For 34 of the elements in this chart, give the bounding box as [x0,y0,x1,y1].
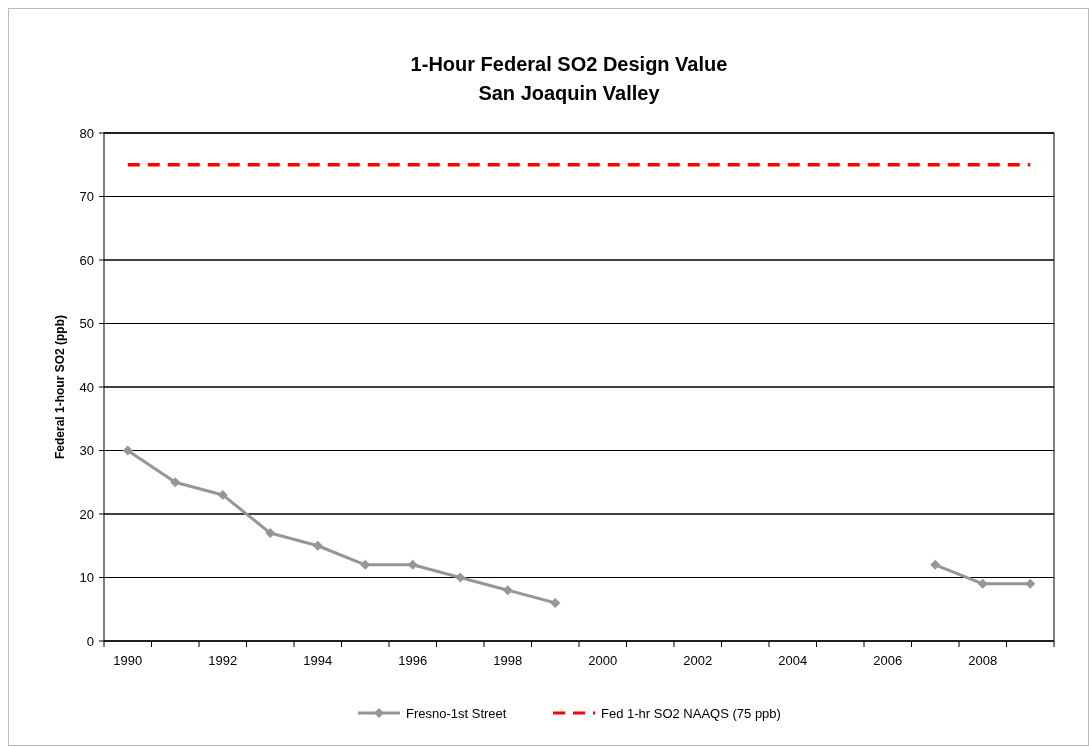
x-tick-label: 2002 [683,653,713,668]
y-tick-label: 20 [79,506,94,522]
point [550,597,561,608]
x-tick-label: 1994 [303,653,333,668]
point [502,585,513,596]
y-tick-label: 60 [79,252,94,268]
x-tick-label: 1992 [208,653,238,668]
x-tick-label: 1996 [398,653,428,668]
chart-title: 1-Hour Federal SO2 Design Value San Joaquin Valley [410,53,728,104]
point [1025,578,1036,589]
point [930,559,941,570]
point [977,578,988,589]
y-tick-label: 80 [79,125,94,141]
y-axis-title: Federal 1-hour SO2 (ppb) [53,314,67,460]
point [122,445,133,456]
y-tick-label: 50 [79,316,94,332]
x-tick-label: 2008 [968,653,998,668]
x-tick-label: 1990 [113,653,143,668]
point [312,540,323,551]
x-tick-label: 2006 [873,653,903,668]
point [455,572,466,583]
y-tick-label: 70 [79,189,94,205]
x-tick-label: 1998 [493,653,523,668]
point [170,477,181,488]
x-tick-label: 2000 [588,653,618,668]
x-tick-label: 2004 [778,653,808,668]
y-tick-label: 0 [86,633,94,649]
point [217,489,228,500]
y-tick-label: 40 [79,379,94,395]
legend-label: Fresno-1st Street [406,705,507,721]
legend-label: Fed 1-hr SO2 NAAQS (75 ppb) [601,705,781,721]
point [265,528,276,539]
y-tick-label: 10 [79,570,94,586]
y-tick-label: 30 [79,443,94,459]
